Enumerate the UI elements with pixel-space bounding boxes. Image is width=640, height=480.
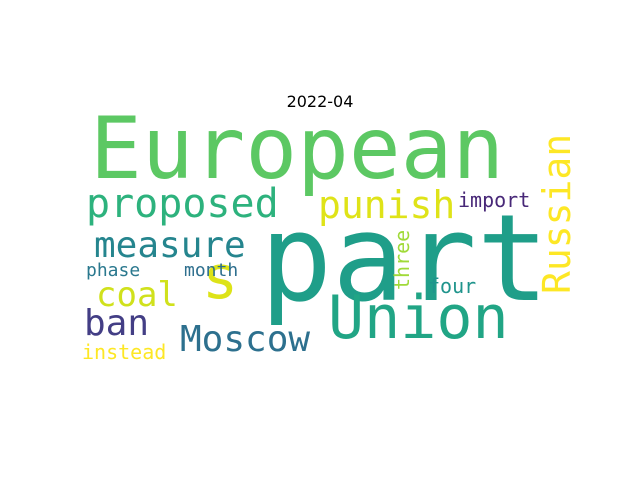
word-part: part	[260, 190, 549, 329]
word-phase: phase	[86, 260, 141, 281]
word-cloud: European part Union s proposed punish me…	[78, 106, 579, 364]
word-measure: measure	[94, 225, 246, 266]
word-four: four	[428, 274, 477, 298]
word-instead: instead	[82, 340, 167, 364]
word-european: European	[90, 99, 505, 199]
word-russian: Russian	[535, 133, 579, 294]
word-moscow: Moscow	[180, 319, 311, 360]
word-coal: coal	[96, 275, 178, 315]
word-month: month	[184, 260, 239, 281]
figure-title: 2022-04	[286, 92, 354, 111]
word-proposed: proposed	[86, 181, 279, 227]
word-s: s	[202, 243, 239, 313]
word-three: three	[390, 229, 414, 290]
word-import: import	[458, 188, 531, 212]
word-union: Union	[328, 283, 509, 353]
word-punish: punish	[318, 183, 456, 227]
word-ban: ban	[84, 303, 150, 344]
